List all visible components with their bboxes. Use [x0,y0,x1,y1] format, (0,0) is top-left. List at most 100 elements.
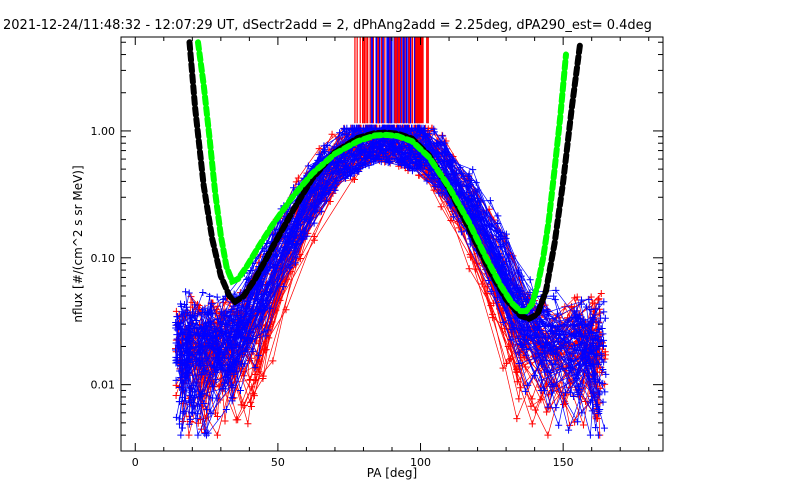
trace-point [601,355,609,363]
trace-point [543,408,551,416]
trace-point [578,321,586,329]
trace-point [177,325,185,333]
trace-point [600,308,608,316]
trace-point [545,308,553,316]
trace-point [527,402,535,410]
trace-point [439,132,447,140]
trace-point [570,330,578,338]
trace-point [212,369,220,377]
trace-point [600,298,608,306]
trace-point [226,333,234,341]
trace-point [223,307,231,315]
trace-point [222,406,230,414]
trace-point [185,420,193,428]
trace-point [172,318,180,326]
trace-point [345,128,353,136]
trace-point [565,364,573,372]
trace-point [540,387,548,395]
trace-point [304,162,312,170]
trace-point [514,268,522,276]
fit-curve-green [195,39,569,315]
trace-point [548,389,556,397]
trace-point [437,203,445,211]
trace-point [273,280,281,288]
trace-point [574,391,582,399]
trace-point [227,381,235,389]
trace-point [570,342,578,350]
trace-point [507,354,515,362]
trace-point [595,300,603,308]
trace-point [296,255,304,263]
trace-point [319,173,327,181]
trace-point [465,170,473,178]
trace-point [247,402,255,410]
trace-point [249,347,257,355]
trace-point [384,159,392,167]
trace-point [597,289,605,297]
trace-point [575,312,583,320]
trace-point [599,398,607,406]
trace-point [264,326,272,334]
trace-point [259,313,267,321]
trace-point [590,340,598,348]
trace-point [593,360,601,368]
trace-point [205,319,213,327]
trace-point [458,170,466,178]
trace-point [177,431,185,439]
trace-point [347,124,355,132]
trace-point [216,348,224,356]
trace-point [280,246,288,254]
trace-point [573,293,581,301]
trace-point [531,332,539,340]
trace-point [486,197,494,205]
trace-point [497,263,505,271]
trace-point [194,431,202,439]
trace-point [292,241,300,249]
trace-point [574,418,582,426]
trace-line [190,132,604,409]
trace-point [430,128,438,136]
trace-point [549,382,557,390]
trace-point [572,375,580,383]
trace-point [221,385,229,393]
trace-point [244,333,252,341]
trace-point [434,140,442,148]
trace-point [515,349,523,357]
trace-point [352,126,360,134]
trace-point [602,370,610,378]
trace-point [601,314,609,322]
trace-point [515,395,523,403]
trace-line [184,129,604,399]
trace-point [240,335,248,343]
y-tick-label: 0.01 [91,379,116,392]
trace-line [184,127,595,425]
trace-point [570,392,578,400]
trace-point [450,213,458,221]
trace-point [173,331,181,339]
trace-point [483,290,491,298]
trace-point [213,293,221,301]
trace-point [199,306,207,314]
trace-point [299,235,307,243]
trace-point [226,364,234,372]
trace-point [187,344,195,352]
trace-line [184,139,599,410]
trace-point [512,288,520,296]
trace-point [393,145,401,153]
trace-point [177,344,185,352]
trace-line [180,127,602,372]
trace-point [599,379,607,387]
trace-point [199,323,207,331]
trace-point [176,359,184,367]
trace-point [513,415,521,423]
y-tick-label: 1.00 [91,125,116,138]
trace-point [537,376,545,384]
trace-point [351,175,359,183]
trace-point [597,350,605,358]
trace-point [266,279,274,287]
trace-point [579,421,587,429]
trace-point [213,354,221,362]
trace-point [423,177,431,185]
trace-point [222,319,230,327]
trace-point [472,179,480,187]
